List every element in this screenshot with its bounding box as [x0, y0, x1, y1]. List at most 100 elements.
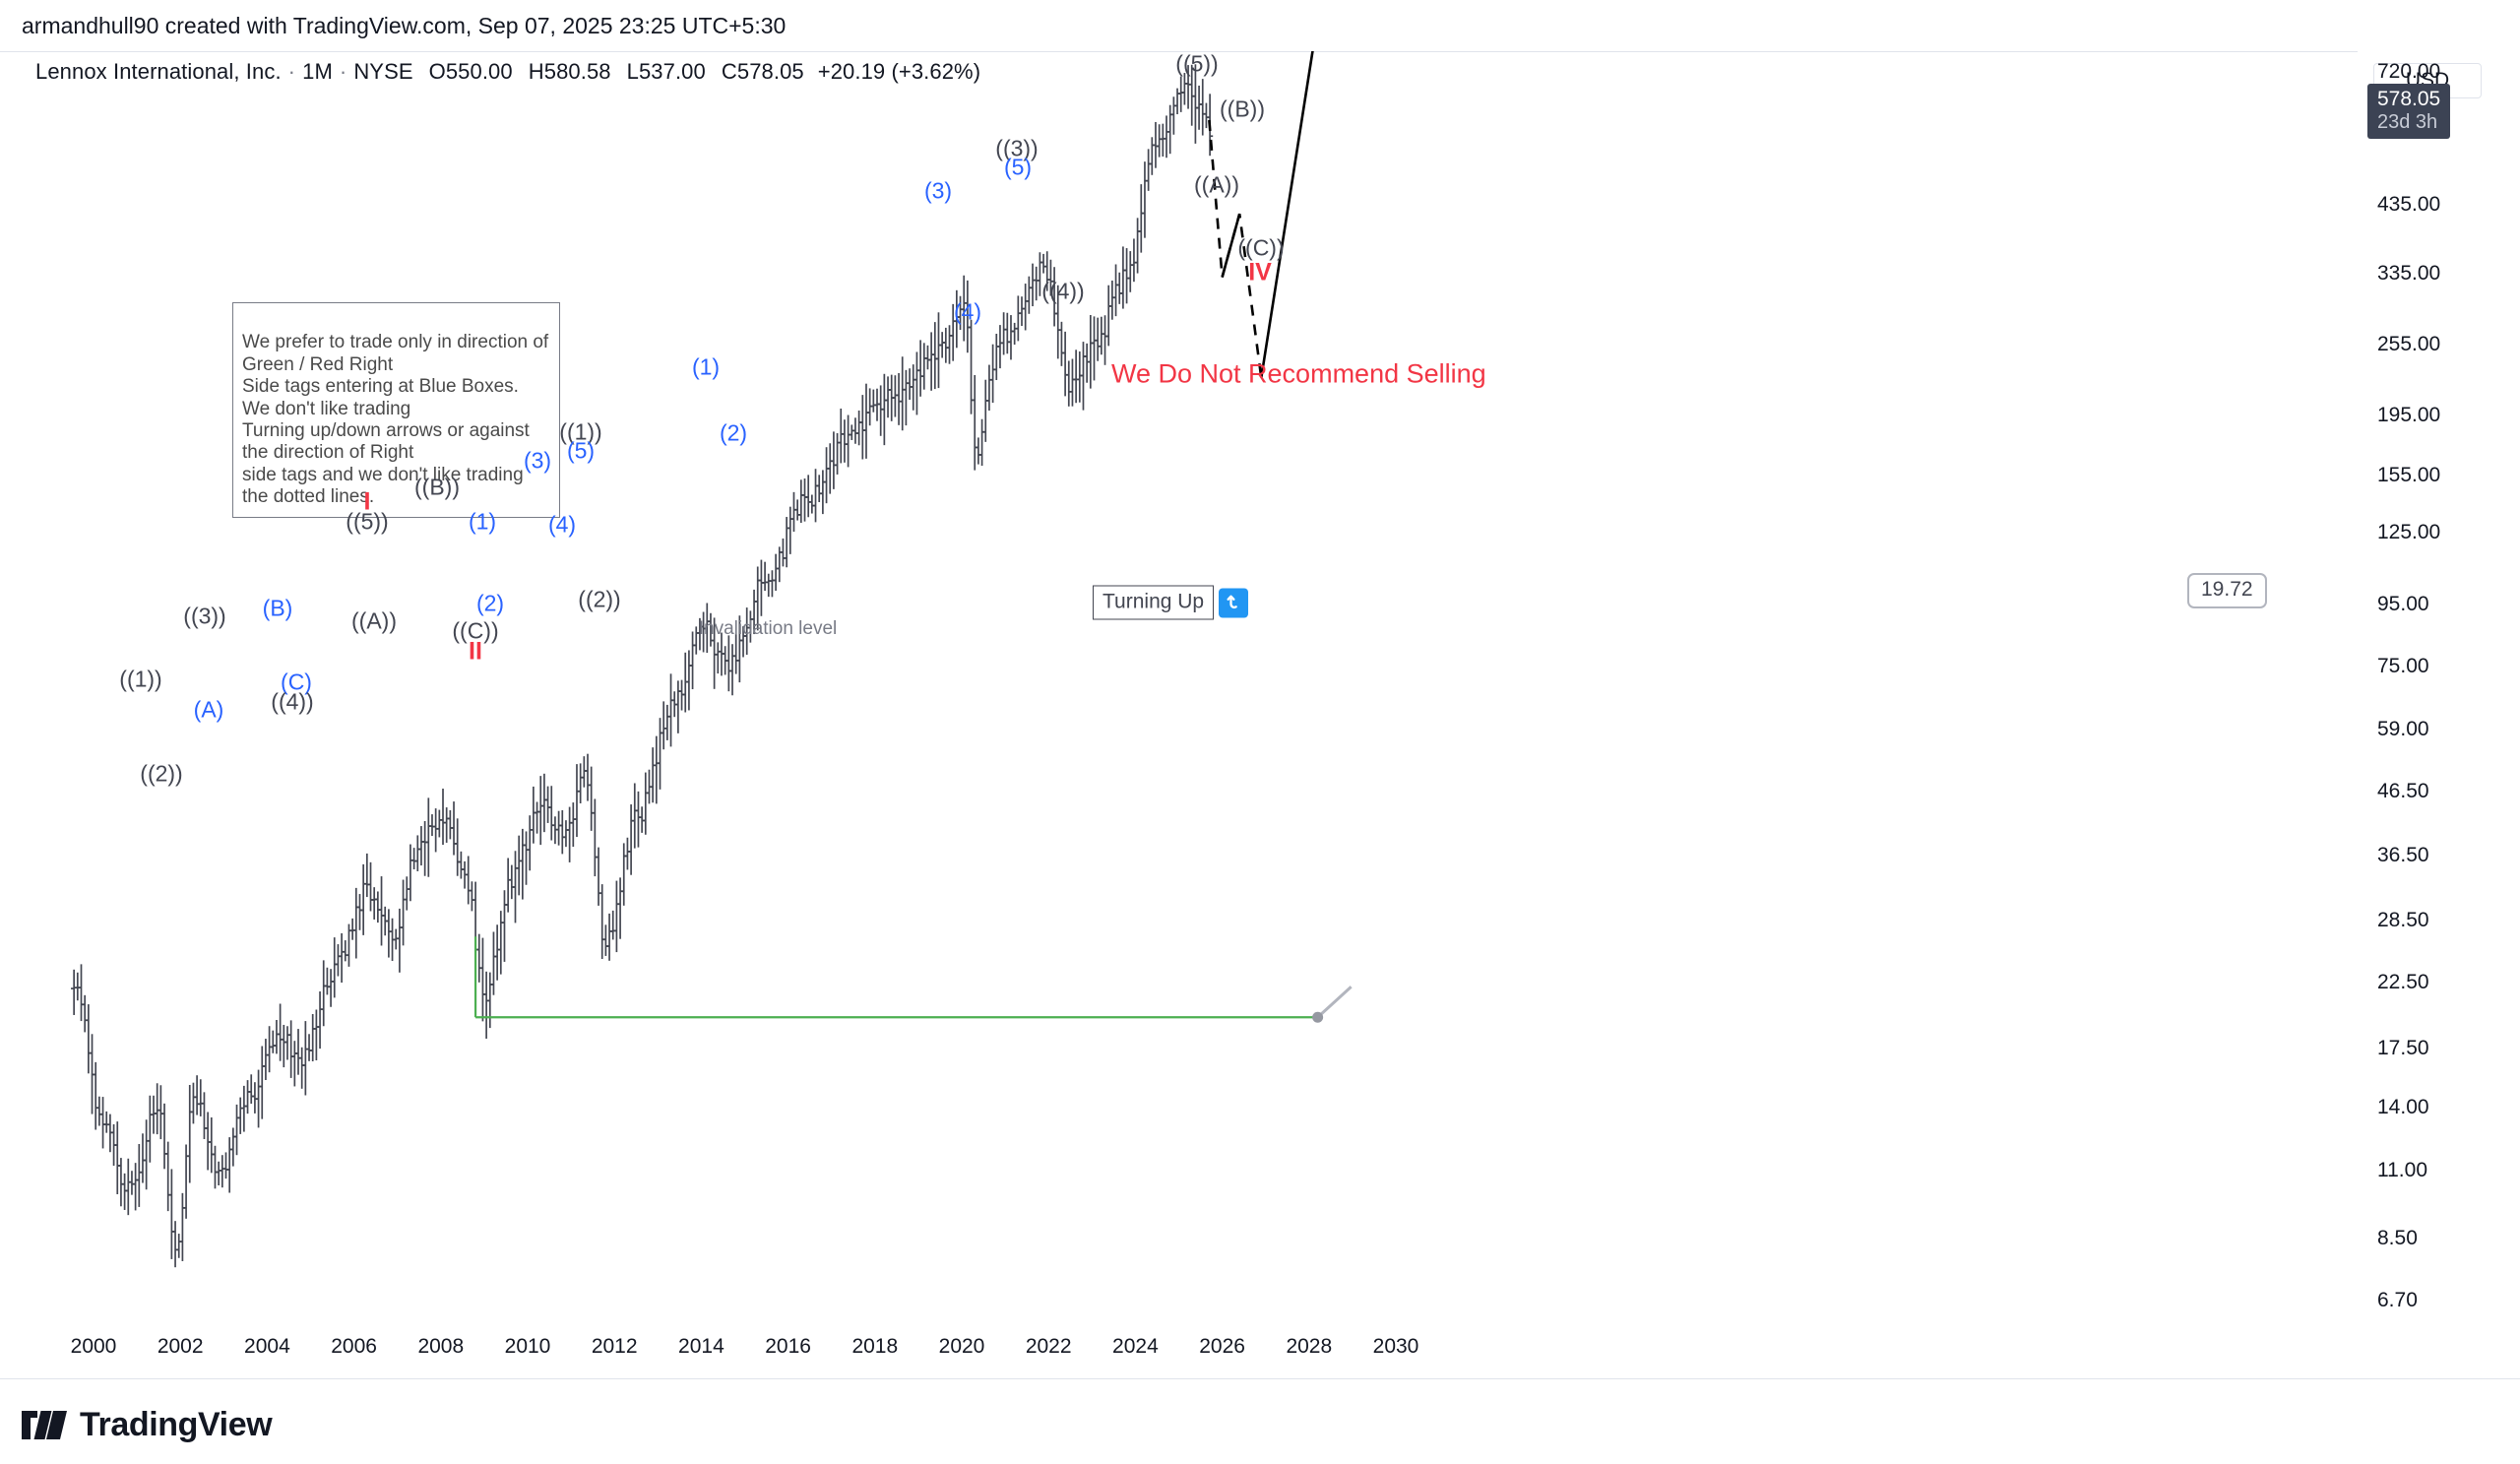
wave-label-C[interactable]: ((C))	[452, 617, 499, 644]
invalidation-level-caption: Invalidation level	[699, 618, 837, 640]
time-tick: 2024	[1112, 1335, 1159, 1358]
time-tick: 2004	[244, 1335, 290, 1358]
time-tick: 2020	[938, 1335, 985, 1358]
legend-open-key: O	[428, 59, 446, 84]
wave-label-3[interactable]: (3)	[923, 177, 953, 204]
price-tick: 17.50	[2377, 1037, 2429, 1060]
legend-low-value: 537.00	[638, 59, 706, 84]
wave-label-4[interactable]: (4)	[953, 298, 982, 325]
price-tick: 22.50	[2377, 971, 2429, 994]
legend-close: C578.05	[722, 59, 804, 85]
price-tick: 155.00	[2377, 464, 2441, 487]
legend-open-value: 550.00	[445, 59, 513, 84]
drawings-group	[473, 51, 1353, 1023]
price-tick: 8.50	[2377, 1226, 2418, 1249]
wave-label-C[interactable]: (C)	[281, 668, 312, 695]
wave-label-5[interactable]: (5)	[1003, 154, 1033, 180]
wave-label-II[interactable]: II	[469, 637, 482, 666]
ohlc-bars-group	[71, 64, 1214, 1268]
turning-up-tag[interactable]: Turning Up	[1093, 585, 1249, 620]
invalidation-price-value: 19.72	[2201, 578, 2253, 601]
invalidation-level-label: Invalidation level	[698, 618, 838, 639]
time-tick: 2018	[851, 1335, 899, 1358]
wave-label-1[interactable]: ((1))	[119, 666, 162, 692]
legend-change: +20.19 (+3.62%)	[817, 59, 981, 84]
recommendation-label: We Do Not Recommend Selling	[1111, 358, 1486, 389]
wave-label-4[interactable]: (4)	[547, 511, 577, 538]
chart-legend: Lennox International, Inc. · 1M · NYSE O…	[35, 59, 980, 85]
footer-divider	[0, 1378, 2520, 1379]
wave-label-4[interactable]: ((4))	[271, 688, 314, 715]
wave-label-A[interactable]: ((A))	[351, 607, 397, 634]
wave-label-3[interactable]: ((3))	[995, 135, 1039, 161]
time-tick: 2002	[157, 1335, 204, 1358]
wave-label-3[interactable]: (3)	[523, 447, 552, 474]
price-tick: 59.00	[2377, 717, 2429, 740]
tradingview-logo[interactable]: TradingView	[22, 1406, 273, 1444]
turn-up-arrow-icon[interactable]	[1219, 588, 1249, 617]
time-tick: 2016	[765, 1335, 811, 1358]
bar-countdown: 23d 3h	[2377, 110, 2438, 133]
wave-label-B[interactable]: ((B))	[1220, 95, 1265, 122]
legend-close-value: 578.05	[736, 59, 804, 84]
wave-label-A[interactable]: (A)	[193, 696, 224, 723]
wave-label-IV[interactable]: IV	[1248, 258, 1272, 286]
time-tick: 2028	[1286, 1335, 1333, 1358]
legend-high-value: 580.58	[543, 59, 611, 84]
price-series-canvas	[71, 51, 1353, 1268]
price-scale[interactable]: USD 720.00 435.00 335.00 255.00 195.00 155.00…	[2358, 51, 2520, 1321]
wave-label-5[interactable]: ((5))	[346, 508, 389, 535]
projection-solid-ab	[1221, 213, 1241, 278]
time-tick: 2012	[591, 1335, 638, 1358]
price-tick: 335.00	[2377, 261, 2441, 285]
callout-leader-line	[1316, 986, 1353, 1019]
attribution-text: armandhull90 created with TradingView.co…	[22, 12, 787, 38]
wave-label-I[interactable]: I	[363, 487, 371, 516]
time-tick: 2014	[678, 1335, 724, 1358]
wave-label-B[interactable]: (B)	[262, 595, 293, 621]
legend-exchange: NYSE	[353, 59, 413, 84]
price-tick: 75.00	[2377, 654, 2429, 677]
current-price-value: 578.05	[2377, 88, 2441, 111]
wave-label-C[interactable]: ((C))	[1237, 234, 1285, 261]
time-tick: 2030	[1372, 1335, 1419, 1358]
legend-symbol-name[interactable]: Lennox International, Inc.	[35, 59, 282, 84]
wave-label-3[interactable]: ((3))	[183, 603, 226, 629]
tradingview-wordmark: TradingView	[80, 1406, 273, 1443]
tradingview-mark-icon	[22, 1411, 67, 1439]
chart-plot-area[interactable]: We prefer to trade only in direction of …	[0, 51, 2358, 1321]
wave-label-1[interactable]: ((1))	[559, 418, 602, 445]
price-tick: 195.00	[2377, 403, 2441, 426]
legend-high: H580.58	[529, 59, 611, 85]
legend-interval[interactable]: 1M	[302, 59, 333, 84]
strategy-note-text: We prefer to trade only in direction of …	[242, 332, 549, 508]
current-price-badge[interactable]: 578.05 23d 3h	[2367, 84, 2451, 139]
wave-label-B[interactable]: ((B))	[414, 474, 460, 500]
wave-label-III[interactable]: III	[1187, 51, 1208, 58]
time-scale[interactable]: 2000 2002 2004 2006 2008 2010 2012 2014 2016 2018…	[0, 1321, 2520, 1376]
wave-label-2[interactable]: (2)	[719, 419, 748, 446]
strategy-note-box[interactable]: We prefer to trade only in direction of …	[232, 302, 560, 518]
price-tick: 36.50	[2377, 843, 2429, 866]
legend-close-key: C	[721, 59, 737, 84]
price-tick: 95.00	[2377, 592, 2429, 615]
time-tick: 2000	[70, 1335, 117, 1358]
price-tick: 255.00	[2377, 333, 2441, 356]
invalidation-endpoint-dot	[1312, 1011, 1324, 1023]
attribution-bar: armandhull90 created with TradingView.co…	[0, 0, 2520, 51]
time-tick: 2022	[1025, 1335, 1072, 1358]
wave-label-1[interactable]: (1)	[468, 508, 497, 535]
wave-label-5[interactable]: ((5))	[1175, 51, 1219, 77]
wave-label-2[interactable]: ((2))	[578, 586, 621, 612]
invalidation-price-callout[interactable]: 19.72	[2187, 573, 2267, 608]
wave-label-5[interactable]: (5)	[566, 437, 596, 464]
wave-label-A[interactable]: ((A))	[1194, 171, 1239, 198]
wave-label-1[interactable]: (1)	[691, 353, 721, 380]
legend-separator-2: ·	[339, 59, 347, 84]
wave-label-4[interactable]: ((4))	[1041, 278, 1085, 304]
projection-dashed-path	[1208, 119, 1263, 378]
legend-open: O550.00	[429, 59, 513, 85]
wave-label-2[interactable]: (2)	[475, 590, 505, 616]
wave-label-2[interactable]: ((2))	[140, 760, 183, 787]
